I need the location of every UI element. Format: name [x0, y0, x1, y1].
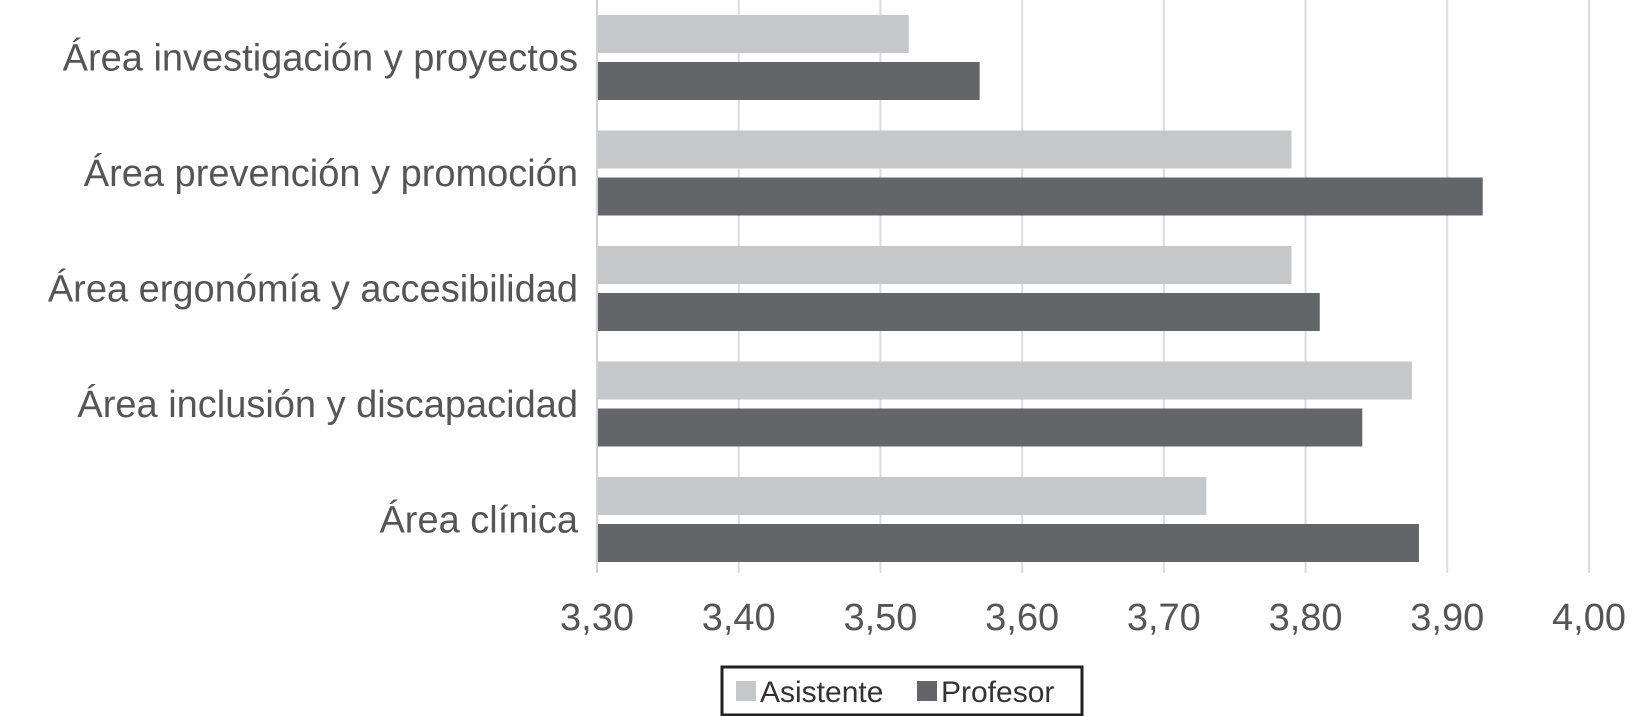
category-label: Área investigación y proyectos [63, 37, 578, 80]
bar-asistente [597, 477, 1207, 515]
x-tick-label: 3,30 [560, 597, 634, 639]
bar-profesor [597, 62, 980, 100]
x-tick-label: 3,70 [1127, 597, 1201, 639]
legend-box [720, 665, 1084, 716]
x-tick-label: 3,40 [702, 597, 776, 639]
category-label: Área prevención y promoción [84, 152, 578, 195]
bar-asistente [597, 130, 1292, 169]
x-tick-label: 3,80 [1269, 597, 1343, 639]
bar-asistente [597, 246, 1292, 284]
legend-label-asistente: Asistente [760, 676, 883, 709]
x-tick-label: 4,00 [1552, 597, 1626, 639]
bar-profesor [597, 524, 1419, 562]
x-tick-label: 3,90 [1410, 597, 1484, 639]
bar-asistente [597, 15, 909, 53]
bar-profesor [597, 177, 1483, 216]
bar-profesor [597, 408, 1363, 447]
legend-swatch-profesor [917, 681, 937, 701]
bars [596, 0, 1483, 573]
legend-swatch-asistente [736, 681, 756, 701]
bar-profesor [597, 293, 1320, 331]
legend: Asistente Profesor [720, 665, 1084, 716]
x-tick-label: 3,50 [843, 597, 917, 639]
bar-asistente [597, 361, 1412, 400]
category-labels: Área investigación y proyectos Área prev… [48, 37, 579, 542]
legend-label-profesor: Profesor [941, 676, 1054, 709]
x-tick-label: 3,60 [985, 597, 1059, 639]
category-label: Área clínica [379, 499, 578, 542]
x-axis-ticks: 3,30 3,40 3,50 3,60 3,70 3,80 3,90 4,00 [560, 597, 1626, 639]
category-label: Área ergonómía y accesibilidad [48, 268, 578, 311]
category-label: Área inclusión y discapacidad [77, 383, 578, 426]
